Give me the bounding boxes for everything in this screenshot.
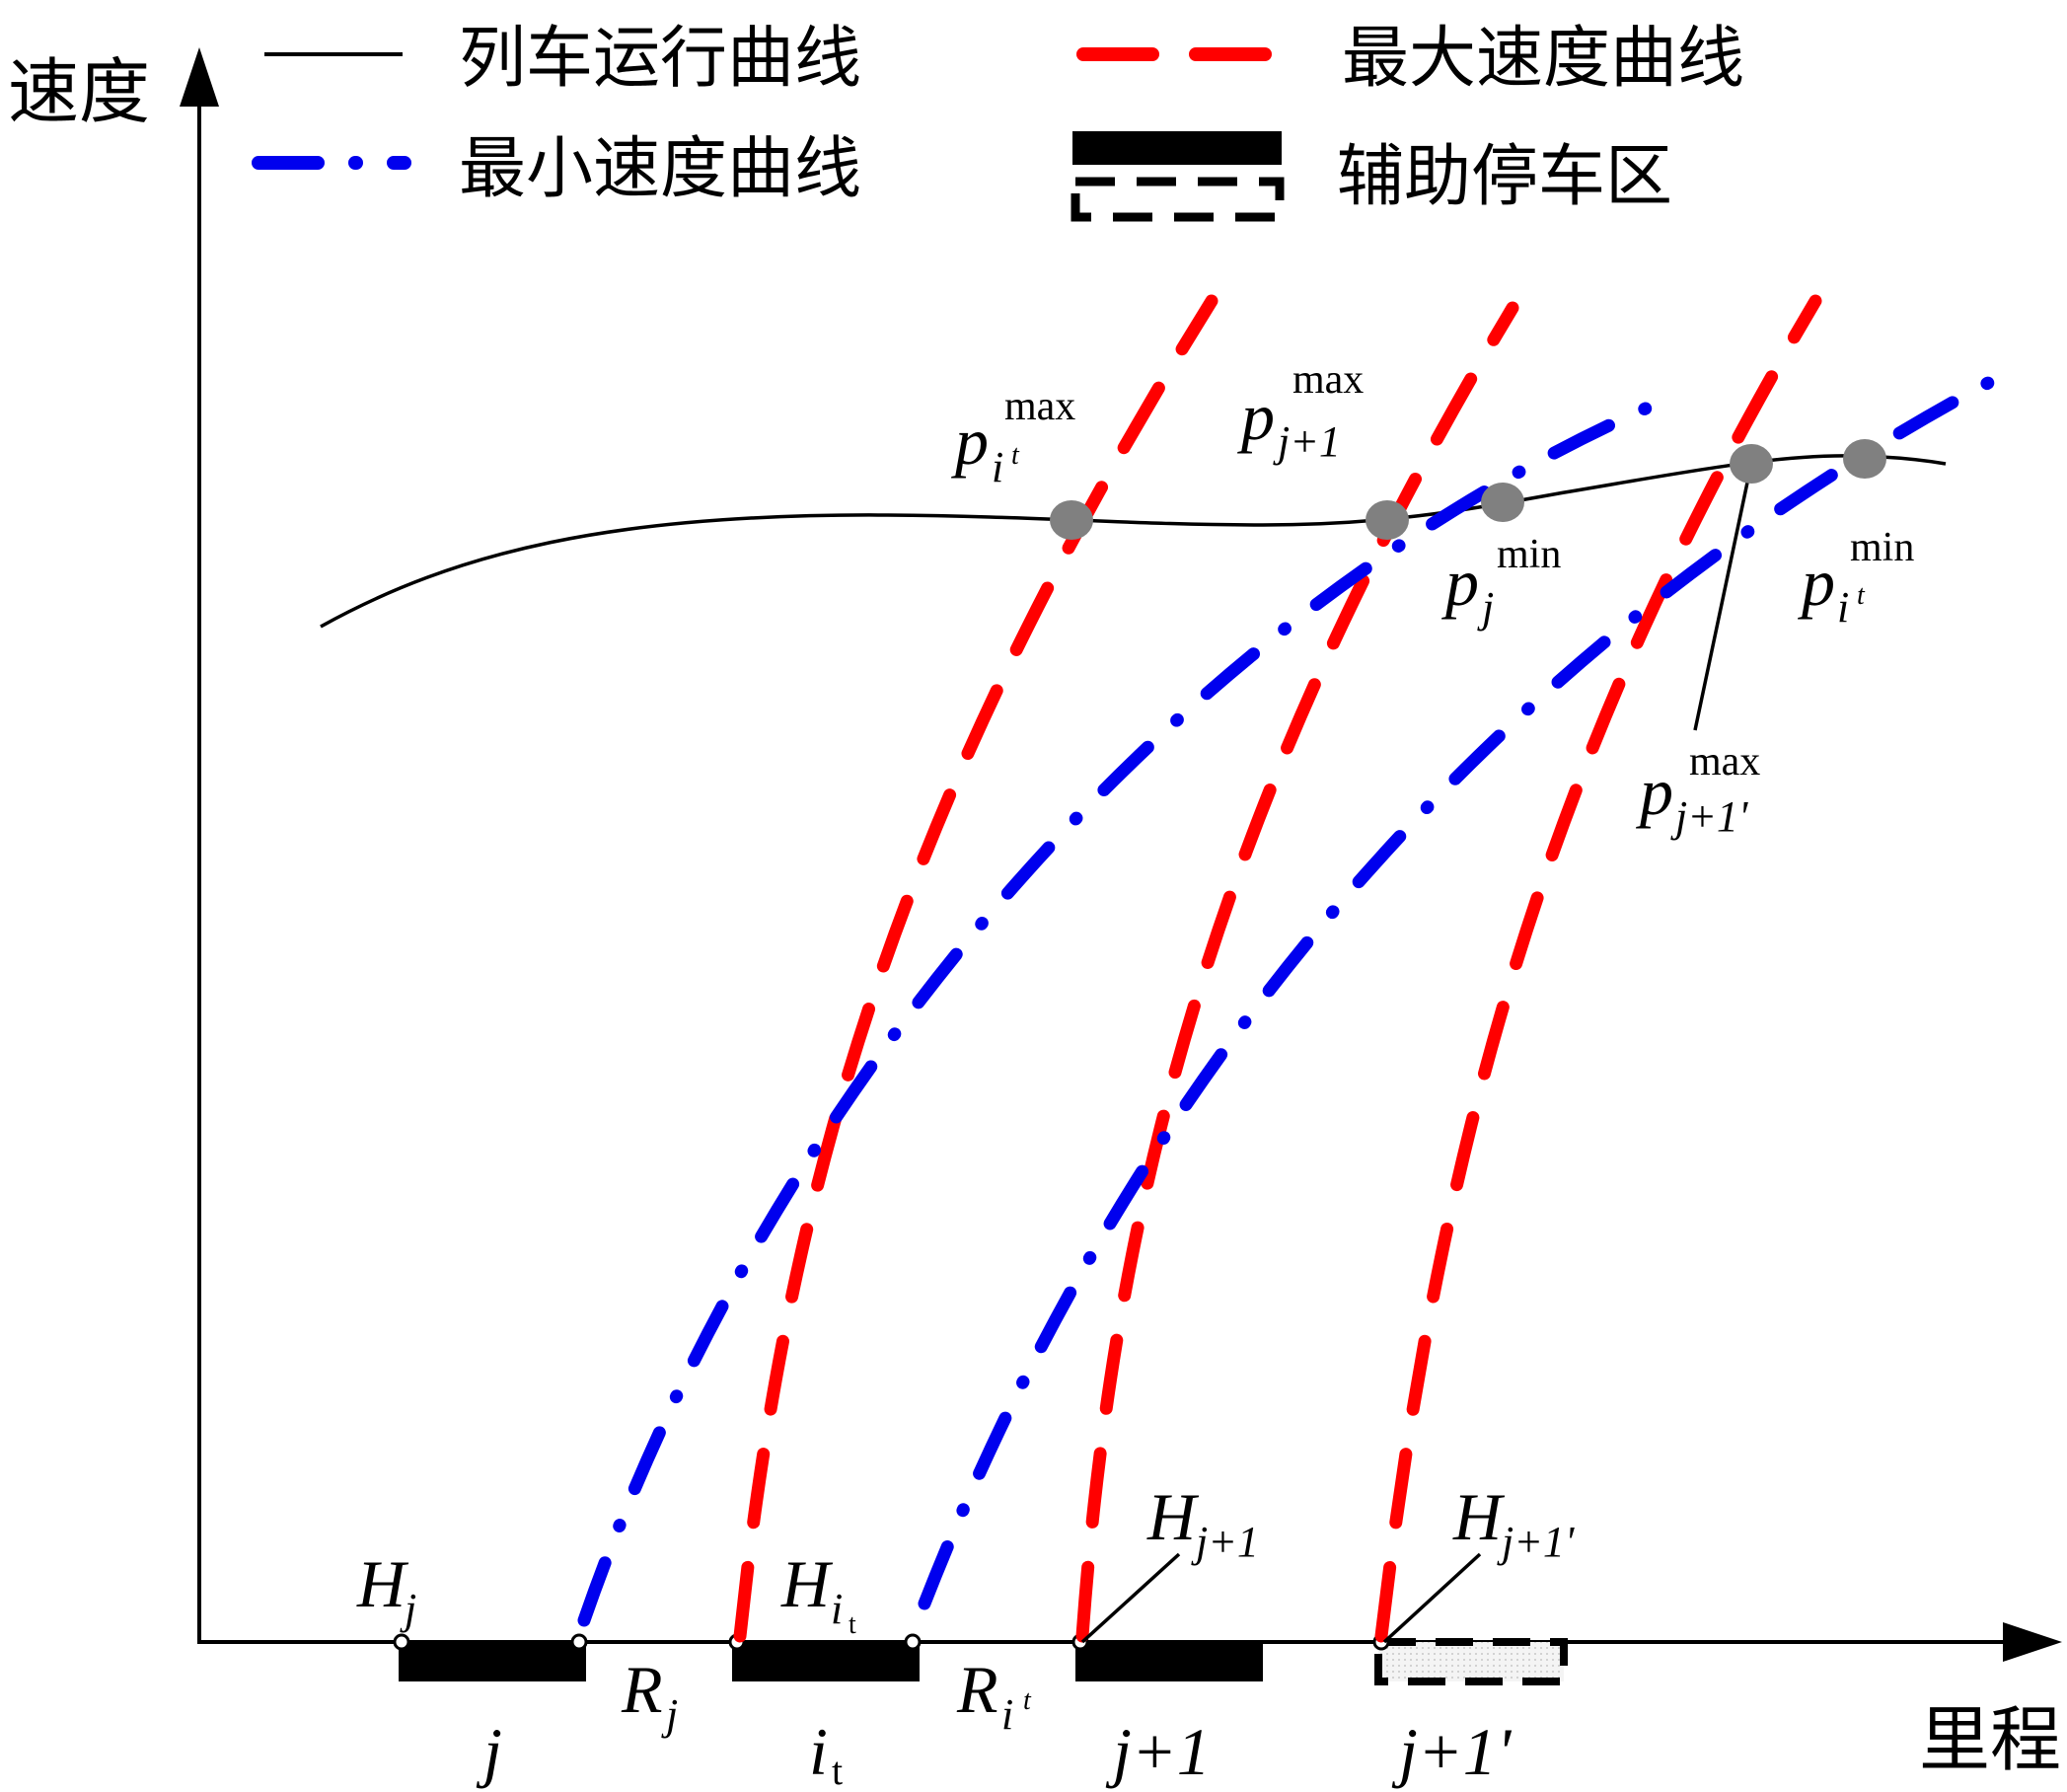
label-base: H bbox=[780, 1546, 834, 1621]
label-base: i bbox=[809, 1714, 828, 1789]
label-p-it-max: p i t max bbox=[951, 384, 1075, 491]
label-sub: j+1' bbox=[1497, 1518, 1576, 1566]
label-sub: j bbox=[400, 1585, 416, 1633]
intersection-point-p-it-min bbox=[1843, 439, 1886, 479]
label-sup: max bbox=[1004, 384, 1075, 429]
stop-blocks bbox=[393, 1633, 1568, 1685]
block-label-j: j bbox=[476, 1714, 502, 1789]
label-base: R bbox=[621, 1652, 663, 1727]
intersection-point-p-it-max bbox=[1050, 500, 1093, 540]
stop-block-j1p bbox=[1374, 1638, 1568, 1685]
y-axis-arrow-icon bbox=[180, 47, 219, 107]
label-sup: min bbox=[1850, 525, 1914, 570]
leader-line-H-j1 bbox=[1080, 1552, 1181, 1644]
label-sub: j+1 bbox=[1273, 417, 1341, 466]
label-sub: i bbox=[1001, 1690, 1013, 1739]
legend-min-label: 最小速度曲线 bbox=[459, 130, 861, 208]
min-curve-2 bbox=[918, 368, 2010, 1610]
label-p-j1p-max: p j+1' max bbox=[1636, 739, 1760, 841]
label-subsup: t bbox=[1011, 440, 1020, 471]
marker-circle bbox=[393, 1633, 410, 1651]
label-R-it: R i t bbox=[956, 1652, 1032, 1739]
label-base: H bbox=[1452, 1479, 1506, 1554]
label-sup: min bbox=[1497, 532, 1561, 577]
x-axis-label: 里程 bbox=[1919, 1698, 2061, 1781]
block-label-it: i t bbox=[809, 1714, 843, 1792]
label-subsup: t bbox=[1023, 1685, 1032, 1716]
marker-circle bbox=[904, 1633, 922, 1651]
label-subsup: t bbox=[1857, 580, 1866, 611]
legend-run-label: 列车运行曲线 bbox=[459, 20, 861, 98]
label-sub: j bbox=[1477, 583, 1494, 632]
point-labels: p i t max p j+1 max p j min p i t min p … bbox=[951, 357, 1914, 841]
label-sup: max bbox=[1292, 357, 1364, 403]
max-curve-1 bbox=[733, 294, 1218, 1643]
legend: 列车运行曲线 最大速度曲线 最小速度曲线 辅助停车区 bbox=[252, 20, 1744, 222]
marker-circle bbox=[570, 1633, 588, 1651]
label-sub: i bbox=[1837, 583, 1849, 632]
leader-line-H-j1p bbox=[1382, 1552, 1482, 1644]
label-base: R bbox=[956, 1652, 998, 1727]
label-H-it: H i t bbox=[780, 1546, 856, 1640]
intersection-point-p-j1p-max bbox=[1730, 444, 1773, 484]
curves bbox=[320, 294, 2010, 1644]
legend-aux-dashed-swatch bbox=[1070, 177, 1285, 222]
label-sub: j bbox=[661, 1690, 678, 1739]
label-p-j-min: p j min bbox=[1441, 532, 1561, 632]
label-subsub: t bbox=[849, 1609, 856, 1640]
stop-block-it bbox=[732, 1642, 920, 1681]
block-labels: j i t j+1 j+1' bbox=[476, 1714, 1513, 1792]
label-base: H bbox=[1146, 1479, 1200, 1554]
label-H-j: H j bbox=[356, 1546, 416, 1633]
min-curve-1 bbox=[577, 388, 1684, 1627]
label-base: p bbox=[1441, 545, 1479, 620]
label-H-j1: H j+1 bbox=[1146, 1479, 1259, 1566]
label-p-j1-max: p j+1 max bbox=[1237, 357, 1364, 466]
legend-aux-label: 辅助停车区 bbox=[1337, 138, 1672, 216]
y-axis-label: 速度 bbox=[8, 50, 150, 133]
intersection-point-p-j-min bbox=[1481, 483, 1524, 522]
block-label-j1p: j+1' bbox=[1391, 1714, 1513, 1789]
intersection-point-p-j1-max bbox=[1366, 500, 1409, 540]
label-p-it-min: p i t min bbox=[1798, 525, 1914, 632]
label-base: p bbox=[1636, 754, 1673, 829]
label-base: p bbox=[951, 404, 989, 479]
marker-labels: H j H i t H j+1 H j+1' R j R i t bbox=[356, 1479, 1576, 1739]
leader-line-p-j1p-max bbox=[1693, 463, 1753, 731]
run-curve bbox=[320, 454, 1947, 629]
label-base: H bbox=[356, 1546, 409, 1621]
stop-block-j bbox=[399, 1642, 586, 1681]
label-sub: j+1' bbox=[1670, 792, 1749, 841]
label-sup: max bbox=[1689, 739, 1760, 784]
label-sub: t bbox=[832, 1749, 843, 1792]
label-sub: i bbox=[992, 443, 1003, 491]
legend-aux-solid-swatch bbox=[1072, 131, 1282, 165]
max-curve-3 bbox=[1374, 294, 1822, 1643]
label-sub: i bbox=[831, 1585, 843, 1633]
label-H-j1p: H j+1' bbox=[1452, 1479, 1576, 1566]
x-axis-arrow-icon bbox=[2003, 1622, 2062, 1662]
stop-block-j1 bbox=[1075, 1642, 1263, 1681]
legend-max-label: 最大速度曲线 bbox=[1342, 20, 1744, 98]
label-base: p bbox=[1798, 545, 1835, 620]
label-sub: j+1 bbox=[1191, 1518, 1259, 1566]
axes: 速度 里程 bbox=[8, 47, 2062, 1781]
label-base: p bbox=[1237, 379, 1275, 454]
block-label-j1: j+1 bbox=[1105, 1714, 1211, 1789]
label-R-j: R j bbox=[621, 1652, 678, 1739]
